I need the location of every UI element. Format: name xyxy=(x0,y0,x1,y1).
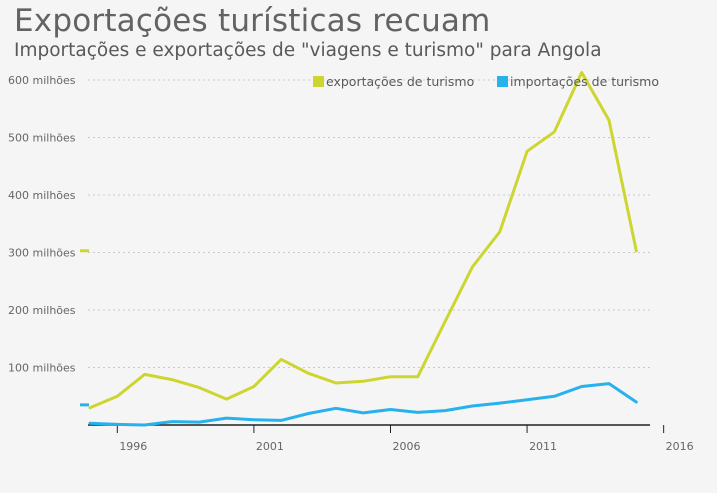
legend: exportações de turismo importações de tur… xyxy=(313,74,659,89)
y-tick-label: 500 milhões xyxy=(8,132,76,145)
series-line xyxy=(88,382,638,427)
y-tick-label: 100 milhões xyxy=(8,362,76,375)
x-tick-label: 2016 xyxy=(666,440,694,453)
x-tick-label: 2006 xyxy=(392,440,420,453)
last-value-markers xyxy=(80,249,89,407)
x-tick-label: 1996 xyxy=(119,440,147,453)
series-line xyxy=(88,71,638,410)
y-tick-label: 300 milhões xyxy=(8,247,76,260)
x-tick-label: 2011 xyxy=(529,440,557,453)
x-tick-label: 2001 xyxy=(256,440,284,453)
legend-label: importações de turismo xyxy=(510,74,659,89)
y-tick-label: 600 milhões xyxy=(8,74,76,87)
grid-lines xyxy=(88,79,650,368)
chart-subtitle: Importações e exportações de "viagens e … xyxy=(14,40,602,61)
legend-label: exportações de turismo xyxy=(326,74,474,89)
y-tick-label: 200 milhões xyxy=(8,304,76,317)
legend-swatch xyxy=(497,76,508,87)
series-lines xyxy=(88,71,638,427)
y-tick-label: 400 milhões xyxy=(8,189,76,202)
chart-title: Exportações turísticas recuam xyxy=(14,3,491,39)
x-axis: 1996 2001 2006 2011 2016 xyxy=(88,424,694,453)
y-axis-tick-labels: 100 milhões 200 milhões 300 milhões 400 mil… xyxy=(8,74,76,375)
legend-swatch xyxy=(313,76,324,87)
